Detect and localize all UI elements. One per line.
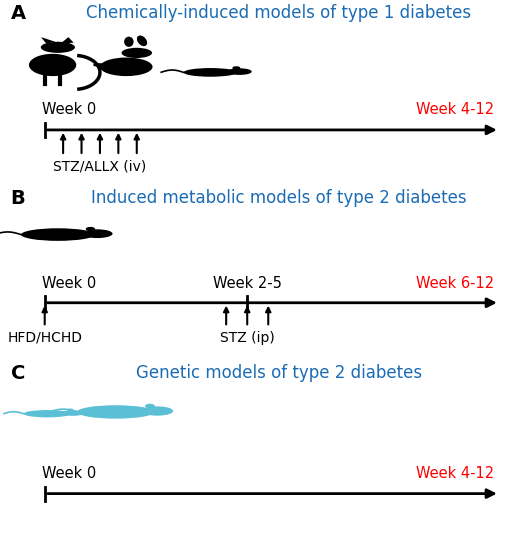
Ellipse shape [82, 229, 113, 238]
Text: Chemically-induced models of type 1 diabetes: Chemically-induced models of type 1 diab… [86, 4, 471, 22]
Text: C: C [11, 364, 25, 383]
Ellipse shape [122, 48, 152, 58]
Text: B: B [11, 189, 25, 208]
Ellipse shape [62, 410, 84, 416]
Polygon shape [60, 37, 74, 44]
Ellipse shape [24, 410, 71, 417]
Ellipse shape [184, 68, 237, 77]
Ellipse shape [67, 408, 74, 412]
Text: Week 6-12: Week 6-12 [416, 275, 494, 291]
Ellipse shape [227, 68, 252, 75]
Text: Week 0: Week 0 [42, 275, 96, 291]
Text: Week 2-5: Week 2-5 [213, 275, 281, 291]
Ellipse shape [124, 37, 134, 47]
Text: Induced metabolic models of type 2 diabetes: Induced metabolic models of type 2 diabe… [91, 189, 467, 207]
Text: Week 4-12: Week 4-12 [416, 102, 494, 117]
Ellipse shape [100, 58, 153, 76]
Text: STZ (ip): STZ (ip) [220, 331, 275, 345]
Ellipse shape [29, 54, 76, 76]
Text: Week 0: Week 0 [42, 466, 96, 481]
Ellipse shape [232, 66, 240, 70]
Text: A: A [11, 4, 26, 23]
Ellipse shape [86, 227, 95, 231]
Text: HFD/HCHD: HFD/HCHD [7, 331, 82, 345]
Ellipse shape [145, 404, 155, 408]
Text: Genetic models of type 2 diabetes: Genetic models of type 2 diabetes [136, 364, 422, 382]
Ellipse shape [77, 405, 155, 419]
Ellipse shape [41, 42, 75, 53]
Text: Week 4-12: Week 4-12 [416, 466, 494, 481]
Ellipse shape [137, 36, 147, 46]
Ellipse shape [141, 406, 173, 416]
Text: Week 0: Week 0 [42, 102, 96, 117]
Polygon shape [41, 37, 55, 44]
Ellipse shape [21, 228, 95, 241]
Text: STZ/ALLX (iv): STZ/ALLX (iv) [53, 160, 147, 174]
Ellipse shape [93, 63, 105, 67]
